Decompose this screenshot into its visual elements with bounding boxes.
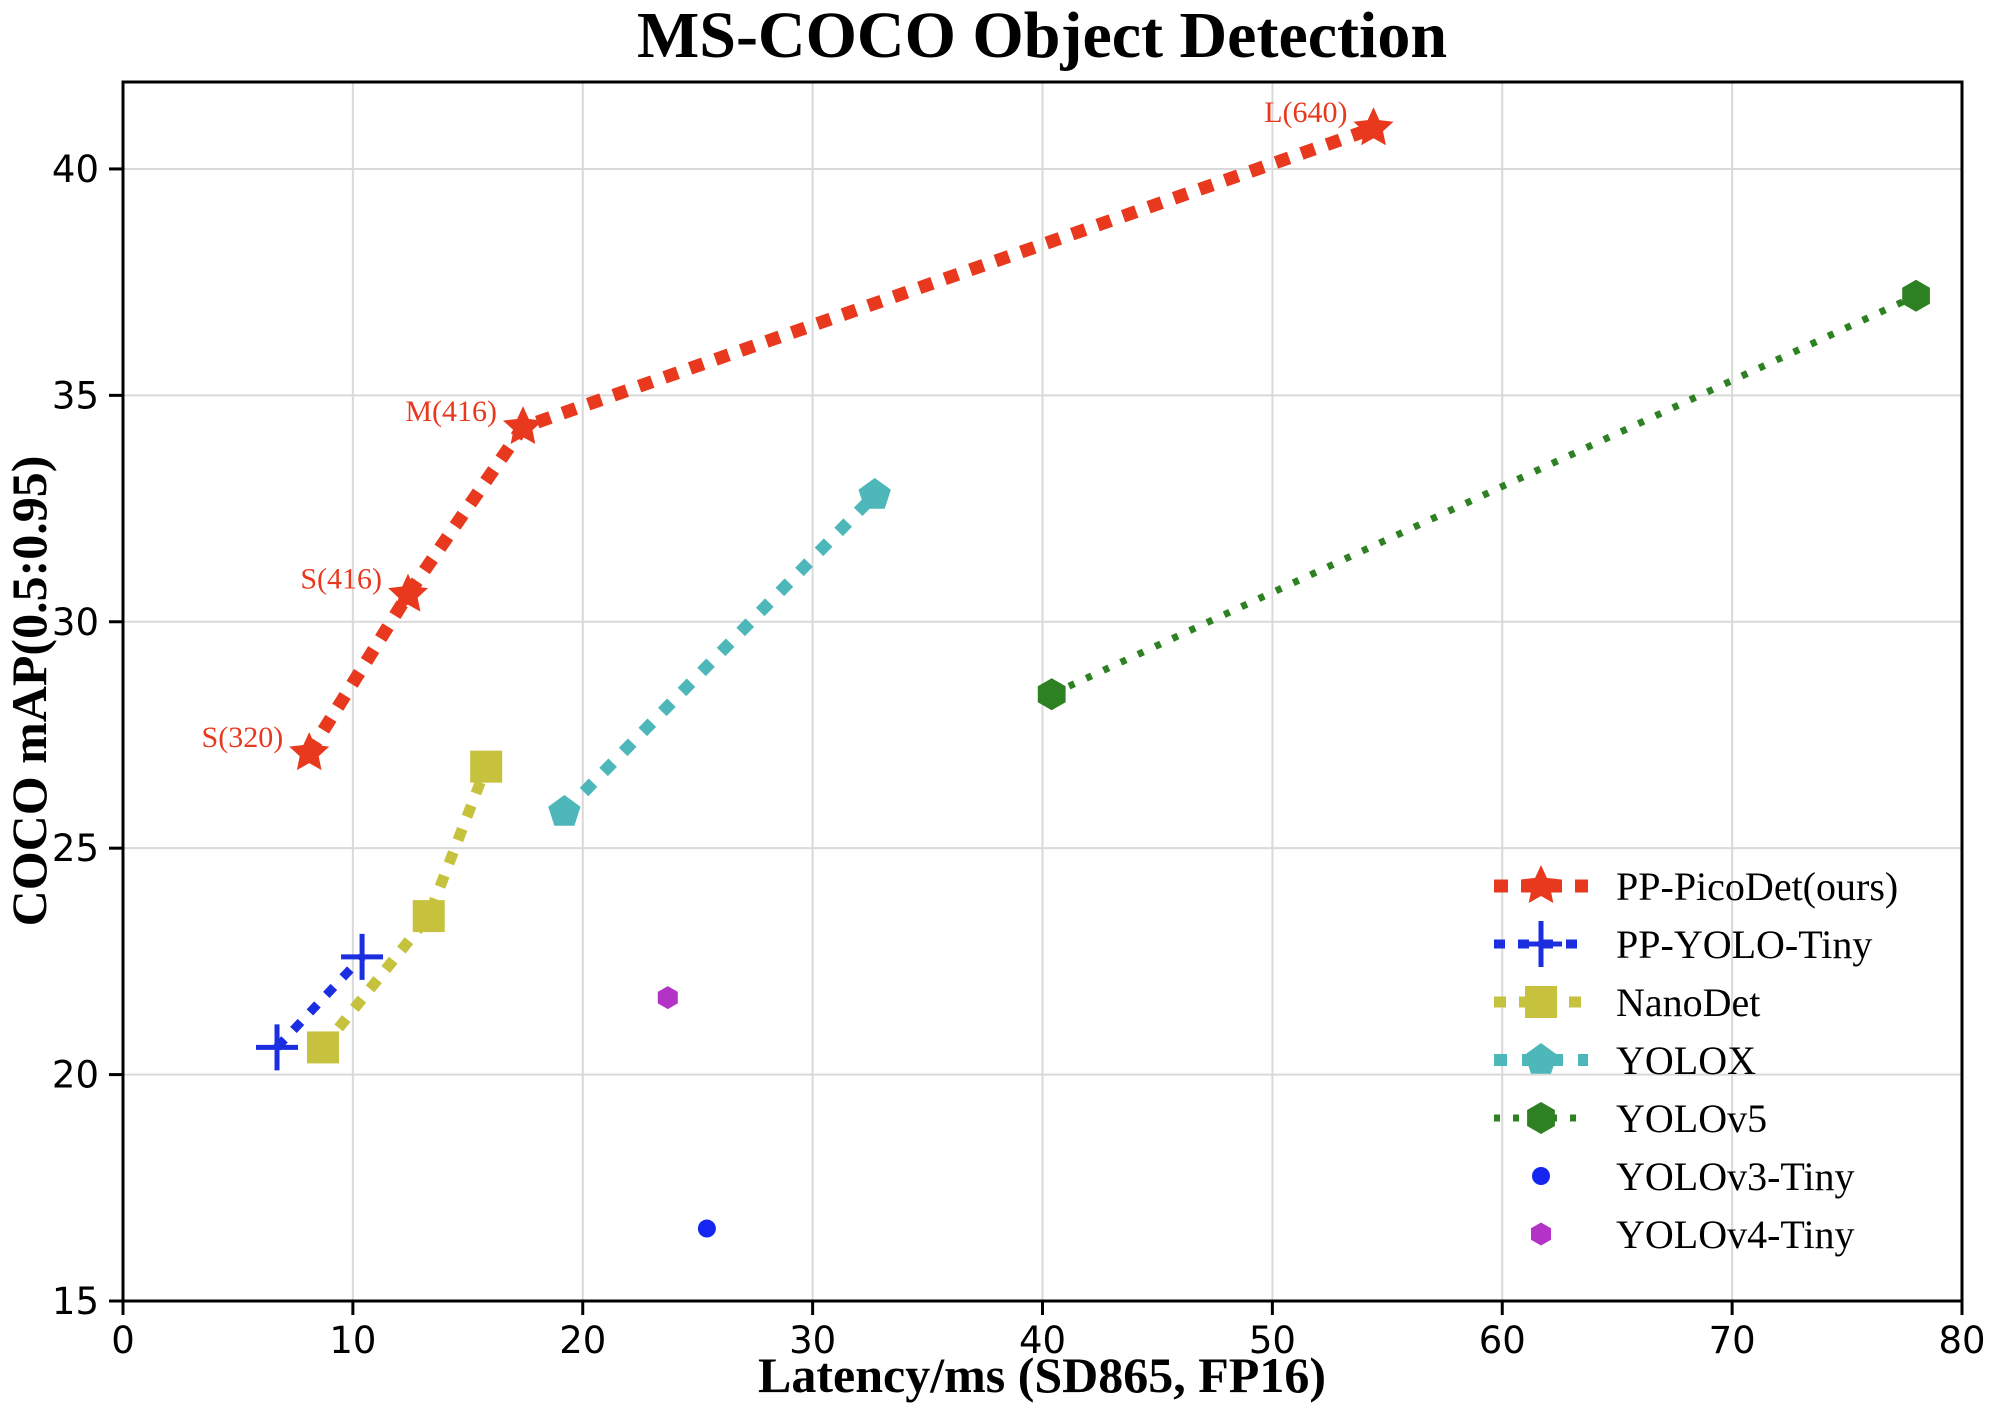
legend-marker-PP-YOLO-Tiny [1520, 921, 1562, 967]
legend: PP-PicoDet(ours) PP-YOLO-Tiny NanoDet YOLOX… [1494, 864, 1898, 1257]
series-YOLOX [548, 478, 891, 826]
point-PP-PicoDet(ours)-2 [503, 406, 543, 444]
legend-marker-PP-PicoDet(ours) [1521, 865, 1561, 903]
legend-marker-YOLOv3-Tiny [1532, 1167, 1550, 1185]
y-axis-label: COCO mAP(0.5:0.95) [1, 456, 57, 927]
legend-marker-YOLOv5 [1527, 1102, 1555, 1134]
legend-row-YOLOv5: YOLOv5 [1494, 1096, 1767, 1141]
legend-label-YOLOv4-Tiny: YOLOv4-Tiny [1616, 1212, 1855, 1257]
series-YOLOv3-Tiny [697, 1219, 716, 1238]
x-tick-label-70: 70 [1709, 1319, 1756, 1362]
point-YOLOX-1 [858, 478, 891, 509]
point-YOLOv4-Tiny-0 [657, 986, 678, 1010]
legend-row-YOLOX: YOLOX [1494, 1038, 1756, 1083]
y-tick-label-15: 15 [52, 1280, 99, 1323]
annotation-S(416): S(416) [300, 563, 382, 596]
series-PP-PicoDet(ours) [289, 107, 1394, 771]
x-tick-label-80: 80 [1938, 1319, 1985, 1362]
point-PP-YOLO-Tiny-1 [341, 933, 384, 980]
x-tick-label-10: 10 [329, 1319, 376, 1362]
point-YOLOv5-1 [1902, 279, 1930, 312]
x-tick-label-0: 0 [111, 1319, 135, 1362]
x-tick-label-60: 60 [1479, 1319, 1526, 1362]
plot-border [121, 80, 1964, 1303]
x-tick-label-50: 50 [1249, 1319, 1296, 1362]
legend-row-PP-PicoDet(ours): PP-PicoDet(ours) [1494, 864, 1898, 909]
y-tick-label-25: 25 [52, 827, 99, 870]
legend-marker-YOLOX [1524, 1043, 1558, 1074]
x-axis-label: Latency/ms (SD865, FP16) [758, 1347, 1326, 1403]
point-PP-YOLO-Tiny-0 [256, 1024, 299, 1071]
legend-row-NanoDet: NanoDet [1494, 980, 1760, 1025]
y-tick-label-35: 35 [52, 374, 99, 417]
legend-row-PP-YOLO-Tiny: PP-YOLO-Tiny [1494, 921, 1872, 967]
point-YOLOv5-0 [1037, 678, 1066, 711]
point-NanoDet-1 [412, 900, 445, 933]
y-tick-label-40: 40 [52, 148, 99, 191]
data-series [256, 107, 1930, 1238]
point-PP-PicoDet(ours)-1 [388, 573, 428, 612]
chart-title: MS-COCO Object Detection [637, 0, 1447, 72]
legend-row-YOLOv4-Tiny: YOLOv4-Tiny [1531, 1212, 1855, 1257]
point-annotations: S(320) S(416) M(416) L(640) [202, 96, 1348, 754]
annotation-M(416): M(416) [405, 395, 497, 428]
legend-marker-YOLOv4-Tiny [1531, 1222, 1551, 1246]
point-YOLOX-0 [548, 795, 581, 826]
point-NanoDet-0 [306, 1031, 339, 1064]
legend-label-PP-PicoDet(ours): PP-PicoDet(ours) [1616, 864, 1898, 909]
point-PP-PicoDet(ours)-0 [289, 732, 330, 771]
y-tick-label-20: 20 [52, 1054, 99, 1097]
x-tick-label-40: 40 [1019, 1319, 1066, 1362]
legend-label-YOLOv5: YOLOv5 [1616, 1096, 1767, 1141]
series-YOLOv5 [1037, 279, 1930, 711]
series-line-PP-YOLO-Tiny [273, 953, 366, 1051]
series-NanoDet [306, 750, 503, 1064]
legend-label-YOLOX: YOLOX [1616, 1038, 1756, 1083]
legend-label-NanoDet: NanoDet [1616, 980, 1760, 1025]
point-PP-PicoDet(ours)-3 [1353, 107, 1394, 146]
series-PP-YOLO-Tiny [256, 933, 384, 1071]
legend-label-PP-YOLO-Tiny: PP-YOLO-Tiny [1616, 922, 1872, 967]
series-line-YOLOX [560, 490, 879, 817]
series-line-PP-PicoDet(ours) [303, 122, 1376, 757]
annotation-L(640): L(640) [1264, 96, 1347, 129]
x-tick-label-30: 30 [789, 1319, 836, 1362]
axes-ticks: 0 10 20 30 40 50 60 70 80 15 20 25 30 35 40 [52, 148, 1986, 1362]
y-tick-label-30: 30 [52, 601, 99, 644]
legend-row-YOLOv3-Tiny: YOLOv3-Tiny [1532, 1154, 1855, 1199]
point-YOLOv3-Tiny-0 [697, 1219, 716, 1238]
legend-marker-NanoDet [1525, 986, 1557, 1018]
series-line-NanoDet [318, 764, 492, 1051]
legend-label-YOLOv3-Tiny: YOLOv3-Tiny [1616, 1154, 1855, 1199]
series-YOLOv4-Tiny [657, 986, 678, 1010]
x-tick-label-20: 20 [559, 1319, 606, 1362]
point-NanoDet-2 [470, 750, 503, 783]
annotation-S(320): S(320) [202, 721, 284, 754]
series-line-YOLOv5 [1050, 292, 1918, 698]
